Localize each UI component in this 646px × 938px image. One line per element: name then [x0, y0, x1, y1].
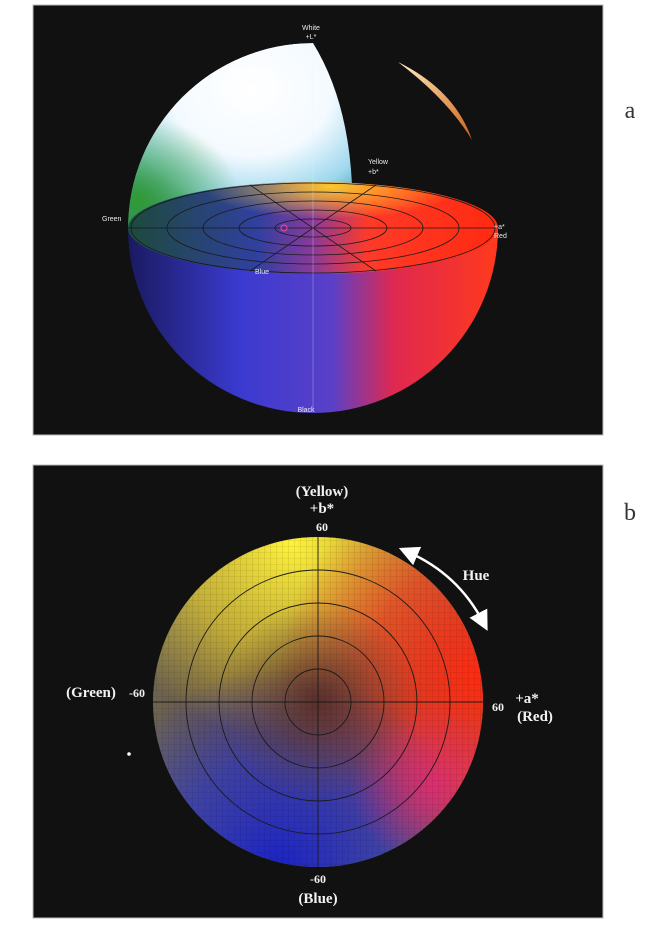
speck [127, 752, 131, 756]
disc-rings [153, 537, 483, 867]
label-white: White [302, 25, 320, 32]
center-marker [280, 224, 288, 232]
tick-top: 60 [316, 520, 328, 534]
equator-rings [128, 182, 498, 274]
hue-arrow [398, 546, 488, 631]
label-l-axis: +L* [306, 34, 317, 41]
tick-bottom: -60 [310, 872, 326, 886]
label-yellow: Yellow [368, 159, 389, 166]
label-b-axis: +b* [368, 169, 379, 176]
tick-right: 60 [492, 700, 504, 714]
green-tint [128, 43, 352, 228]
label-a-axis: +a* [494, 224, 505, 231]
label-red-b: (Red) [517, 709, 553, 725]
panel-letter-a: a [625, 98, 636, 124]
label-black: Black [297, 407, 315, 414]
panel-letter-b: b [624, 500, 636, 526]
label-hue: Hue [463, 568, 490, 584]
label-red: Red [494, 233, 507, 240]
label-b-axis-b: +b* [310, 501, 334, 517]
label-blue-b: (Blue) [298, 891, 337, 907]
label-a-axis-b: +a* [515, 691, 539, 707]
label-yellow-b: (Yellow) [296, 484, 349, 500]
label-green: Green [102, 216, 122, 223]
label-blue: Blue [255, 269, 269, 276]
label-green-b: (Green) [66, 685, 116, 701]
tick-left: -60 [129, 686, 145, 700]
